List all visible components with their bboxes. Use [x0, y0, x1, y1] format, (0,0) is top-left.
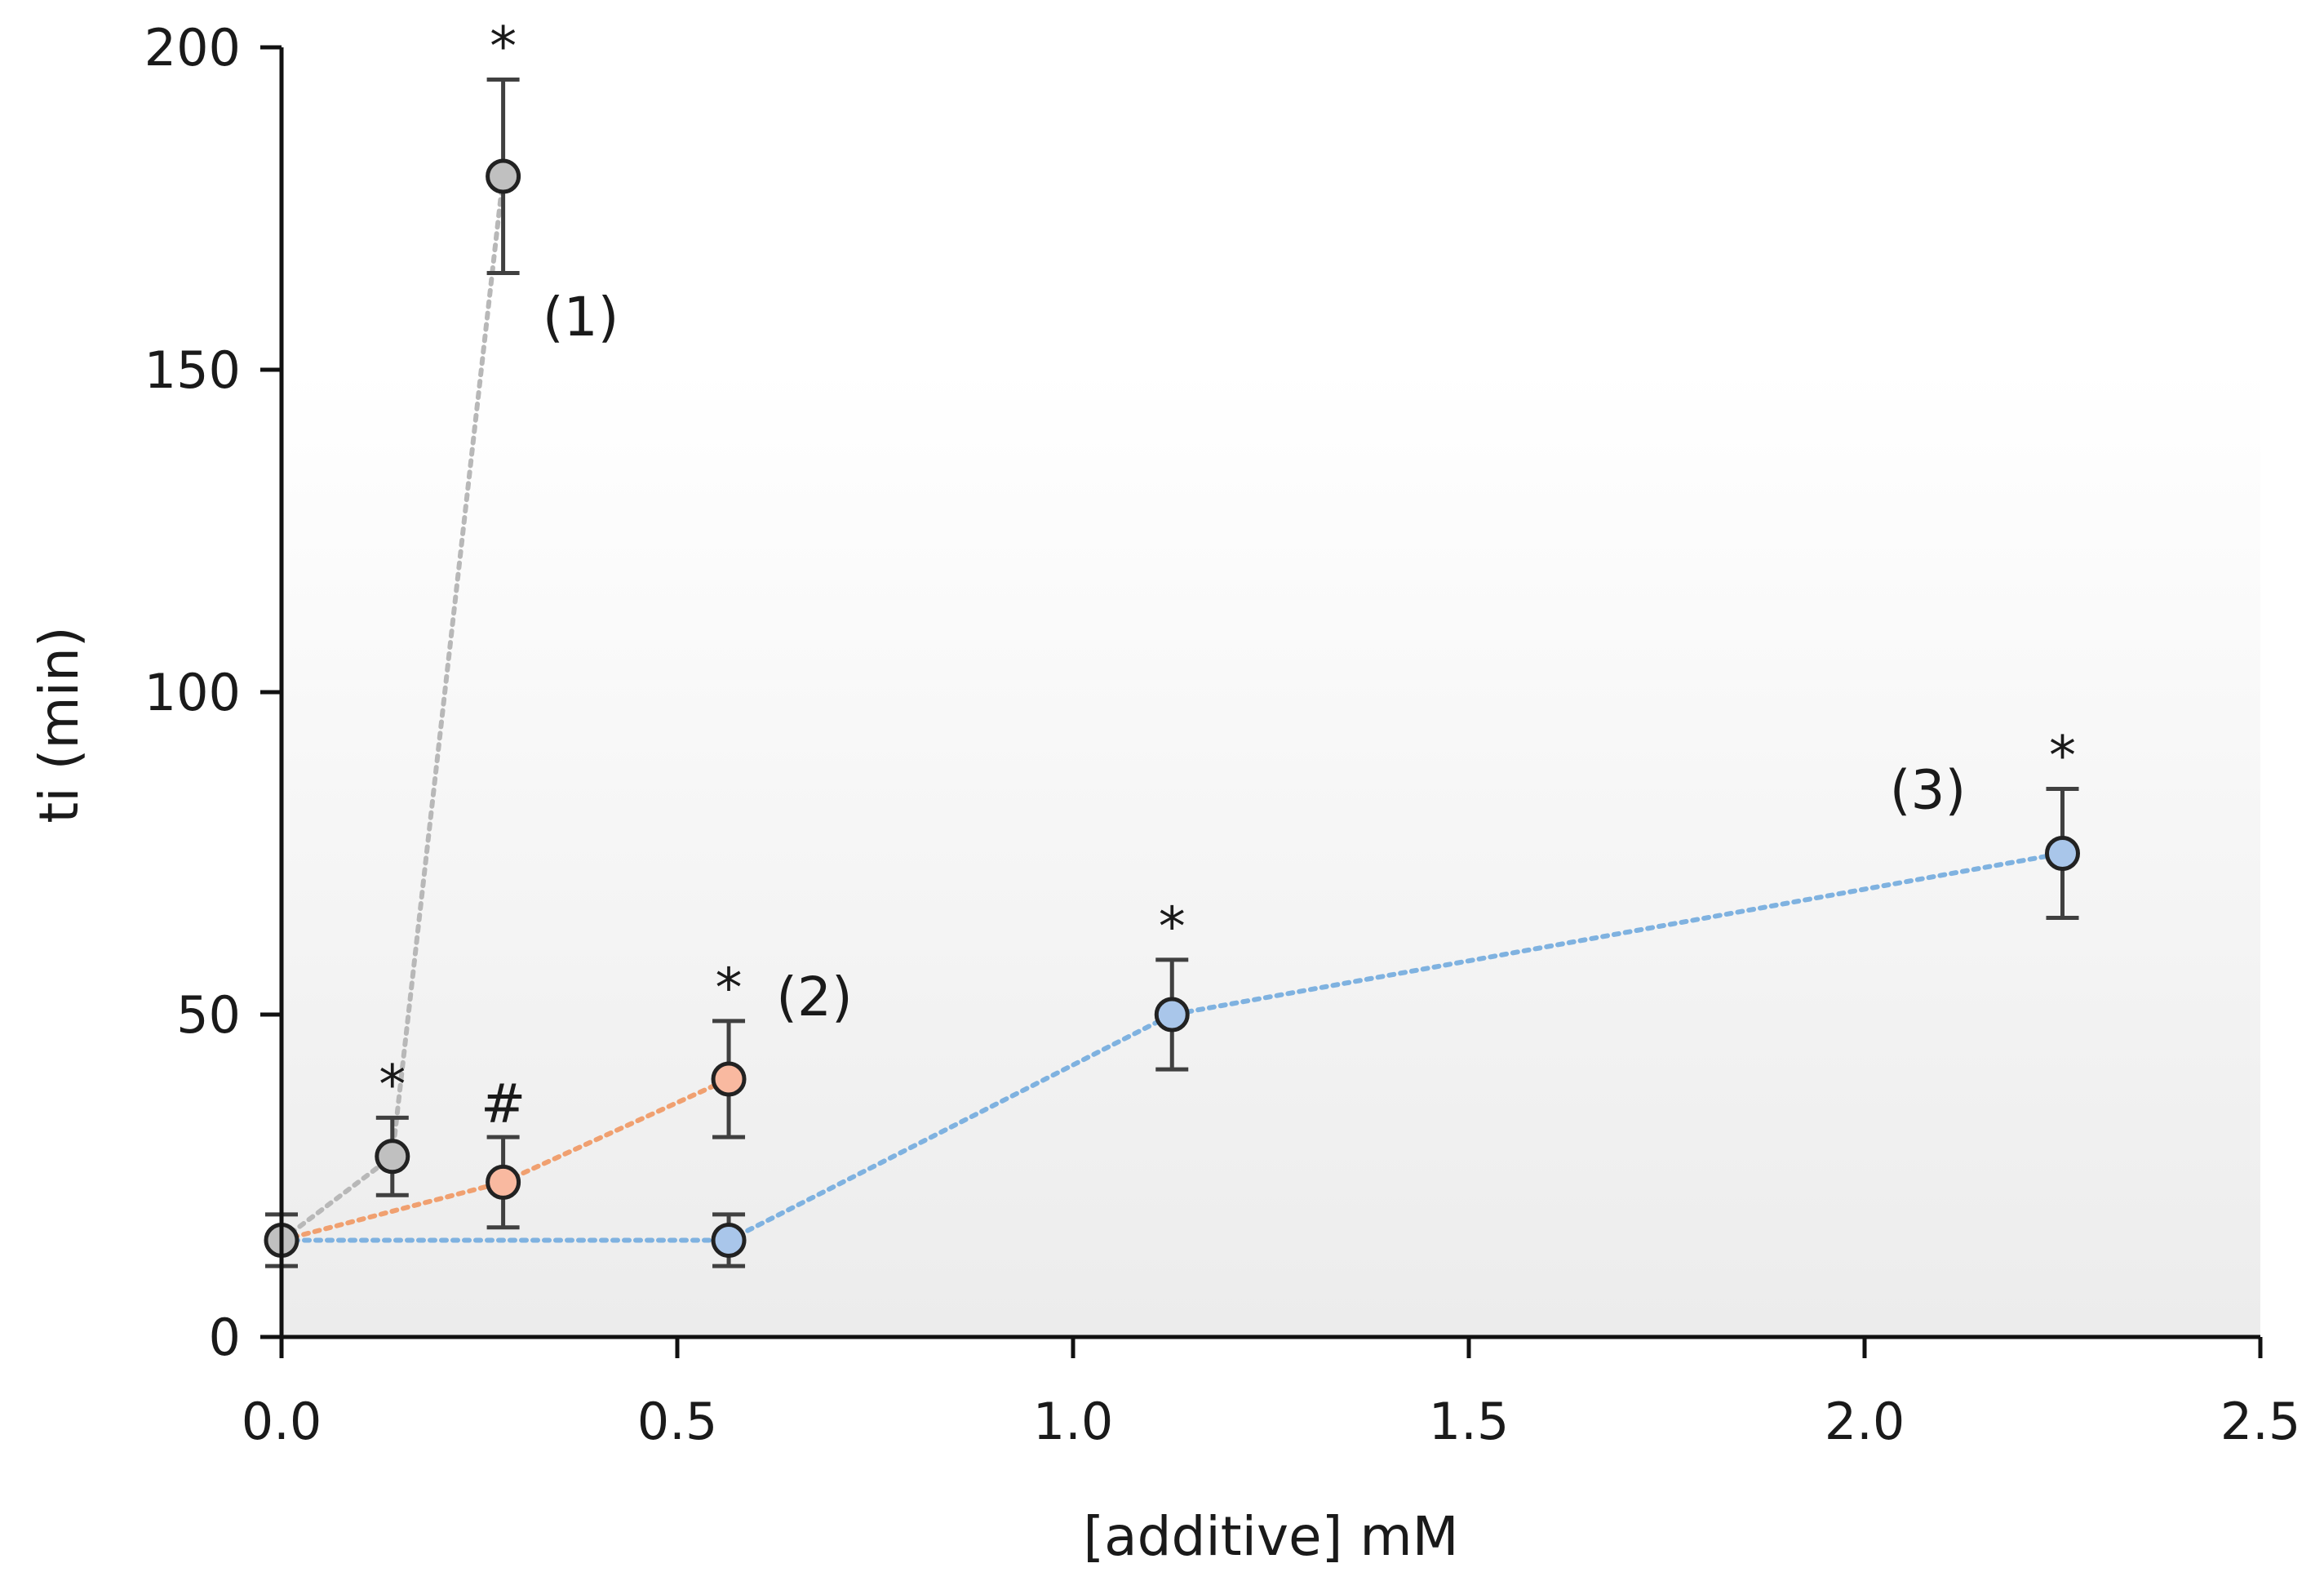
x-tick-label: 2.0 — [1825, 1392, 1905, 1451]
y-tick-label: 0 — [209, 1308, 241, 1367]
x-axis-title: [additive] mM — [1083, 1505, 1458, 1568]
axes-layer — [260, 45, 2263, 1358]
data-point — [711, 1061, 747, 1097]
data-point — [2045, 836, 2080, 871]
series-line-3 — [279, 851, 2065, 1243]
y-tick-label: 150 — [144, 340, 241, 400]
y-tick-label: 100 — [144, 663, 241, 722]
data-point — [1154, 997, 1190, 1033]
data-point — [375, 1139, 410, 1175]
x-tick-label: 0.0 — [242, 1392, 322, 1451]
x-tick-label: 1.5 — [1429, 1392, 1510, 1451]
data-point — [486, 1164, 521, 1200]
x-tick-label: 0.5 — [637, 1392, 718, 1451]
significance-mark: * — [1159, 895, 1186, 958]
series-label: (3) — [1890, 759, 1967, 822]
x-tick-label: 2.5 — [2220, 1392, 2301, 1451]
significance-mark: # — [481, 1073, 526, 1135]
data-point — [486, 158, 521, 194]
significance-mark: * — [379, 1053, 406, 1116]
y-axis-title: ti (min) — [28, 626, 91, 823]
series-label: (1) — [543, 286, 619, 349]
significance-mark: * — [716, 957, 743, 1019]
significance-mark: * — [2049, 725, 2076, 788]
text-layer: 0 50 100 150 200 0.0 0.5 1.0 1.5 2.0 2.5 [additive]… — [28, 16, 2300, 1569]
y-tick-label: 50 — [176, 985, 241, 1045]
series-label: (2) — [776, 966, 853, 1028]
x-tick-label: 1.0 — [1033, 1392, 1114, 1451]
plot-background — [282, 367, 2260, 1337]
data-point — [711, 1223, 747, 1258]
y-tick-label: 200 — [144, 18, 241, 78]
significance-mark: * — [490, 16, 517, 78]
